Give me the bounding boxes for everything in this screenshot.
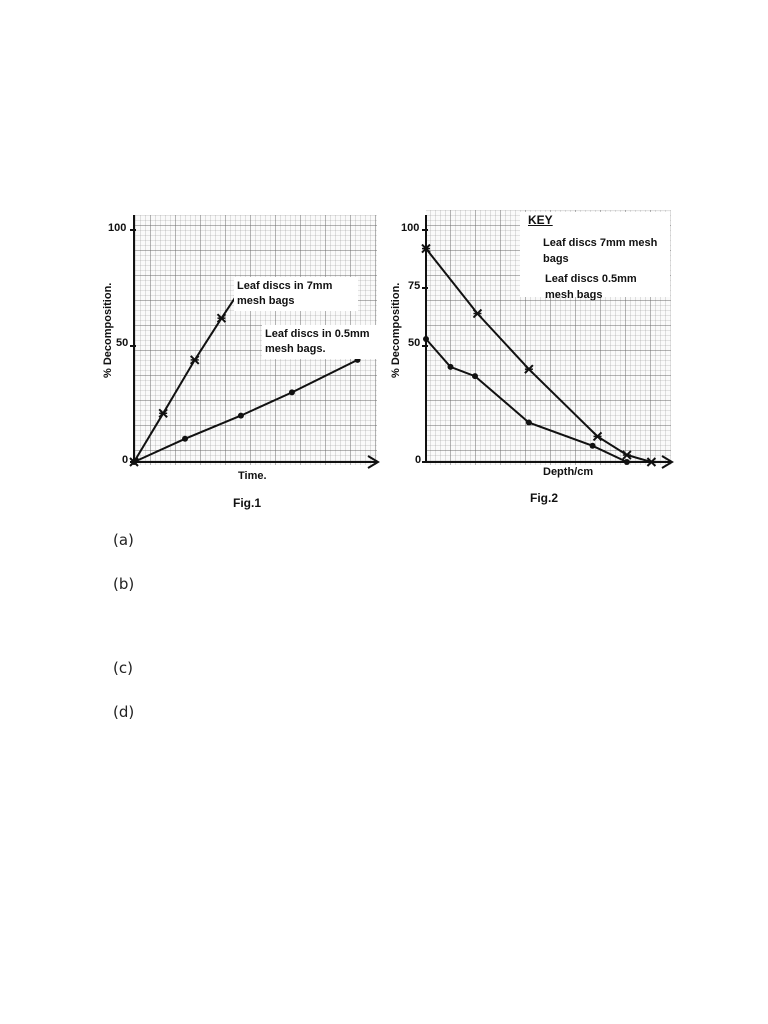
fig1-series-1-point	[288, 389, 295, 396]
fig2-series-1-point	[447, 363, 454, 370]
fig1-series-1-point	[354, 356, 361, 363]
fig2-series-1-line	[425, 338, 628, 463]
fig2-series-0-point	[524, 364, 534, 374]
fig1-series-0-point	[158, 408, 168, 418]
fig2-series-1-point	[472, 373, 478, 380]
fig2-series-1-point	[423, 336, 429, 343]
fig2-series-1-point	[623, 459, 630, 465]
question-label-c: (c)	[113, 659, 133, 677]
fig2-series-0-point	[421, 243, 431, 254]
legend-marker-05mm-dot	[526, 276, 532, 282]
fig1-x-axis-arrow	[367, 455, 380, 469]
fig1-series-0-point	[190, 355, 200, 365]
fig1-series-1-point	[131, 459, 137, 465]
fig2-series-1-point	[525, 419, 532, 426]
fig2-series-0-point	[472, 308, 483, 319]
legend-marker-05mm-dot	[537, 276, 543, 282]
question-label-b: (b)	[113, 575, 135, 593]
fig2-series-0-point	[622, 450, 632, 460]
fig1-series-0-point	[216, 313, 227, 323]
fig2-series-0-point	[592, 431, 603, 442]
question-label-a: (a)	[113, 531, 134, 549]
fig2-series-0-point	[646, 457, 657, 467]
fig1-series-1-point	[182, 435, 189, 442]
fig2-series-1-point	[589, 442, 596, 449]
question-label-d: (d)	[113, 703, 135, 721]
fig2-series-0-line	[425, 247, 652, 463]
fig2-x-axis-arrow	[661, 455, 674, 469]
fig1-series-1-point	[237, 412, 244, 419]
